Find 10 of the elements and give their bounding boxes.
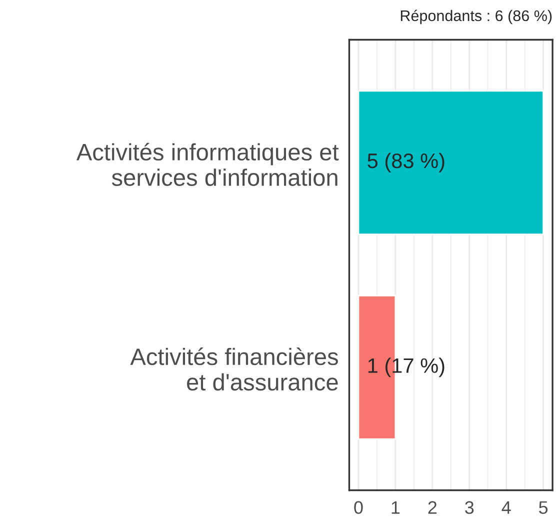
y-tick-label: Activités financières et d'assurance xyxy=(130,348,338,391)
x-tick-label: 2 xyxy=(428,501,437,514)
x-tick-label: 5 xyxy=(539,501,548,514)
data-label: 5 (83 %) xyxy=(368,152,444,172)
x-tick-label: 3 xyxy=(465,501,474,514)
y-tick-label: Activités informatiques et services d'information xyxy=(76,142,339,186)
x-tick-label: 0 xyxy=(354,501,363,514)
x-tick-label: 1 xyxy=(392,501,400,514)
x-tick-label: 4 xyxy=(502,501,511,514)
chart-title: Répondants : 6 (86 %) xyxy=(400,10,552,24)
